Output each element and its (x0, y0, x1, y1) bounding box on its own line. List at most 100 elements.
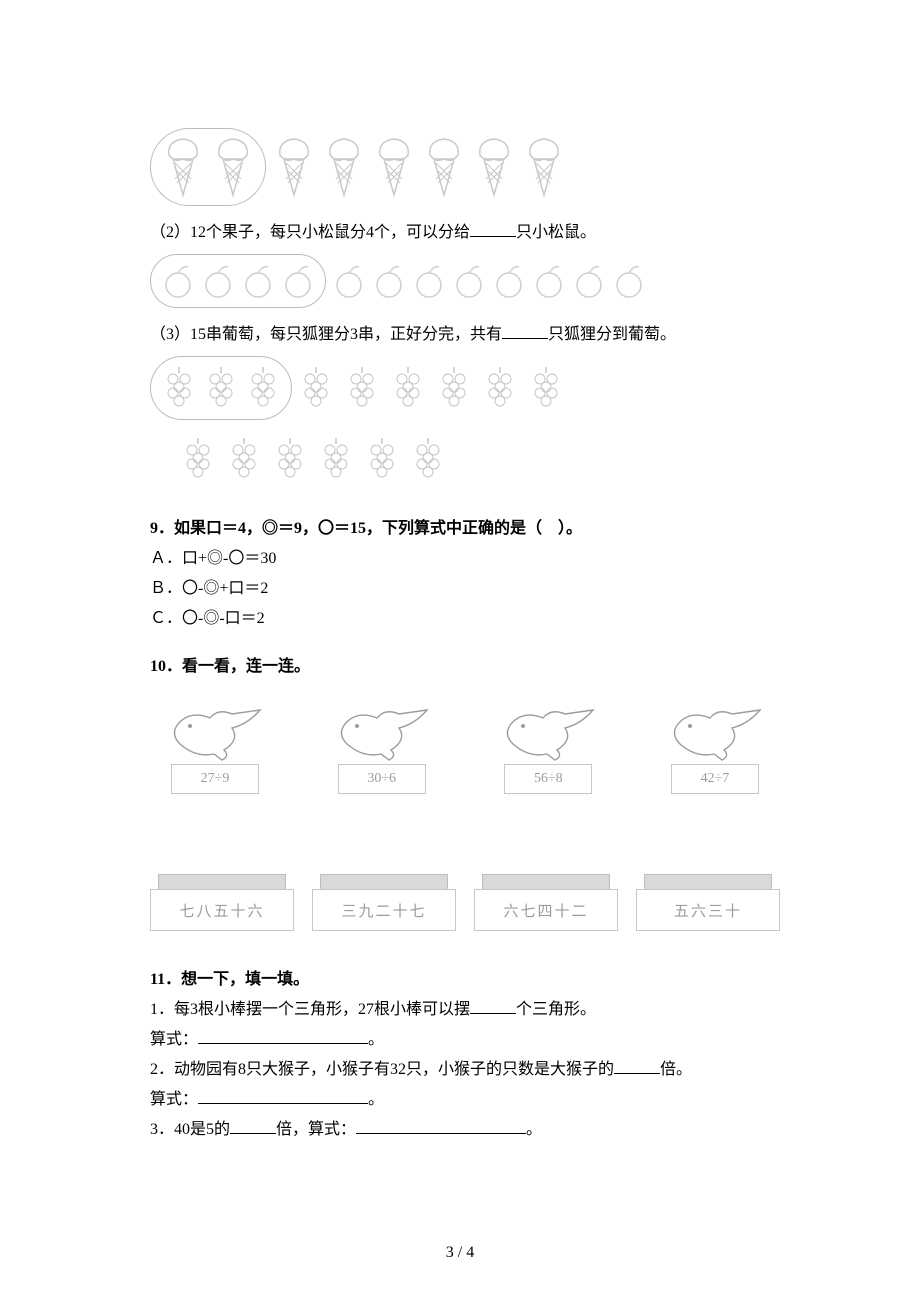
q11-1-post: 个三角形。 (516, 1001, 596, 1018)
ice-cream-cone-icon (211, 135, 255, 199)
fruit-ring-icon (452, 261, 486, 301)
grapes-icon (272, 434, 308, 484)
q8-3-circled-group (150, 356, 292, 420)
q8-1-circled-group (150, 128, 266, 206)
mailbox-label-0: 七八五十六 (150, 889, 294, 931)
q8-2-remaining (332, 261, 646, 301)
q11-1-period: 。 (368, 1031, 384, 1048)
bird-expression-3: 42÷7 (671, 764, 759, 794)
q11-1-formula-label: 算式： (150, 1031, 198, 1048)
q9-option-a[interactable]: Ａ．口+◎-〇＝30 (150, 546, 780, 572)
bird-tile-0[interactable]: 27÷9 (150, 704, 280, 794)
q11-3-blank1[interactable] (230, 1117, 276, 1134)
q11-2-period: 。 (368, 1091, 384, 1108)
q8-3-blank[interactable] (502, 322, 548, 339)
ice-cream-cone-icon (522, 135, 566, 199)
mailbox-tile-3[interactable]: 五六三十 (636, 874, 780, 931)
q11-title: 11．想一下，填一填。 (150, 967, 780, 993)
q10-number: 10． (150, 658, 182, 675)
q11-1-blank[interactable] (470, 997, 516, 1014)
q11-2-formula-label: 算式： (150, 1091, 198, 1108)
mailbox-slot-icon (644, 874, 772, 889)
grapes-icon (528, 363, 564, 413)
fruit-ring-icon (281, 261, 315, 301)
grapes-icon (436, 363, 472, 413)
q11-2-pre: 2．动物园有8只大猴子，小猴子有32只，小猴子的只数是大猴子的 (150, 1061, 614, 1078)
bird-expression-1: 30÷6 (338, 764, 426, 794)
mailbox-slot-icon (320, 874, 448, 889)
q11-2-formula-blank[interactable] (198, 1087, 368, 1104)
q11-1-formula-blank[interactable] (198, 1027, 368, 1044)
q10-boxes-row: 七八五十六 三九二十七 六七四十二 五六三十 (150, 874, 780, 931)
q10-birds-row: 27÷9 30÷6 56÷8 42÷7 (150, 704, 780, 794)
grapes-icon (298, 363, 334, 413)
grapes-icon (226, 434, 262, 484)
grapes-icon (482, 363, 518, 413)
grapes-icon (180, 434, 216, 484)
ice-cream-cone-icon (472, 135, 516, 199)
bird-tile-3[interactable]: 42÷7 (650, 704, 780, 794)
q11-3-b: 倍，算式： (276, 1121, 356, 1138)
q9-stem: 9．如果口＝4，◎＝9，〇＝15，下列算式中正确的是（ ）。 (150, 516, 780, 542)
mailbox-tile-2[interactable]: 六七四十二 (474, 874, 618, 931)
fruit-ring-icon (532, 261, 566, 301)
grapes-icon (390, 363, 426, 413)
grapes-icon (203, 363, 239, 413)
fruit-ring-icon (332, 261, 366, 301)
fruit-ring-icon (412, 261, 446, 301)
bird-icon (327, 704, 437, 766)
q11-2-post: 倍。 (660, 1061, 692, 1078)
q11-2: 2．动物园有8只大猴子，小猴子有32只，小猴子的只数是大猴子的 倍。 (150, 1057, 780, 1083)
q11-1: 1．每3根小棒摆一个三角形，27根小棒可以摆 个三角形。 (150, 997, 780, 1023)
q11-3-period: 。 (526, 1121, 542, 1138)
ice-cream-cone-icon (272, 135, 316, 199)
q8-2-blank[interactable] (470, 220, 516, 237)
q9-option-b[interactable]: Ｂ．〇-◎+口＝2 (150, 576, 780, 602)
bird-icon (160, 704, 270, 766)
q10-title-text: 看一看，连一连。 (182, 658, 310, 675)
q8-1-icons (150, 128, 780, 206)
grapes-icon (410, 434, 446, 484)
mailbox-slot-icon (158, 874, 286, 889)
mailbox-tile-0[interactable]: 七八五十六 (150, 874, 294, 931)
q8-3-row1 (150, 356, 780, 420)
grapes-icon (161, 363, 197, 413)
q8-3-post: 只狐狸分到葡萄。 (548, 326, 676, 343)
mailbox-slot-icon (482, 874, 610, 889)
fruit-ring-icon (612, 261, 646, 301)
bird-tile-2[interactable]: 56÷8 (483, 704, 613, 794)
q9-stem-text: 如果口＝4，◎＝9，〇＝15，下列算式中正确的是（ ）。 (174, 520, 582, 537)
mailbox-tile-1[interactable]: 三九二十七 (312, 874, 456, 931)
q8-1-remaining (272, 135, 566, 199)
fruit-ring-icon (372, 261, 406, 301)
grapes-icon (344, 363, 380, 413)
q8-3-pre: （3）15串葡萄，每只狐狸分3串，正好分完，共有 (150, 326, 502, 343)
worksheet-page: （2）12个果子，每只小松鼠分4个，可以分给只小松鼠。 (0, 0, 920, 1302)
bird-expression-2: 56÷8 (504, 764, 592, 794)
q9-option-c[interactable]: Ｃ．〇-◎-口＝2 (150, 606, 780, 632)
grapes-icon (245, 363, 281, 413)
q11-2-formula: 算式： 。 (150, 1087, 780, 1113)
page-number: 3 / 4 (0, 1244, 920, 1262)
bird-icon (660, 704, 770, 766)
q8-2-pre: （2）12个果子，每只小松鼠分4个，可以分给 (150, 224, 470, 241)
q8-3-row2 (150, 434, 780, 484)
q9-number: 9． (150, 520, 174, 537)
fruit-ring-icon (492, 261, 526, 301)
ice-cream-cone-icon (372, 135, 416, 199)
bird-tile-1[interactable]: 30÷6 (317, 704, 447, 794)
q11-1-pre: 1．每3根小棒摆一个三角形，27根小棒可以摆 (150, 1001, 470, 1018)
q11-3-blank2[interactable] (356, 1117, 526, 1134)
q8-3-row1-rest (298, 363, 564, 413)
q11-2-blank[interactable] (614, 1057, 660, 1074)
q8-2-circled-group (150, 254, 326, 308)
ice-cream-cone-icon (161, 135, 205, 199)
q8-2-text: （2）12个果子，每只小松鼠分4个，可以分给只小松鼠。 (150, 220, 780, 246)
bird-expression-0: 27÷9 (171, 764, 259, 794)
ice-cream-cone-icon (422, 135, 466, 199)
fruit-ring-icon (241, 261, 275, 301)
q11-3: 3．40是5的倍，算式：。 (150, 1117, 780, 1143)
mailbox-label-3: 五六三十 (636, 889, 780, 931)
mailbox-label-1: 三九二十七 (312, 889, 456, 931)
q10-title: 10．看一看，连一连。 (150, 654, 780, 680)
